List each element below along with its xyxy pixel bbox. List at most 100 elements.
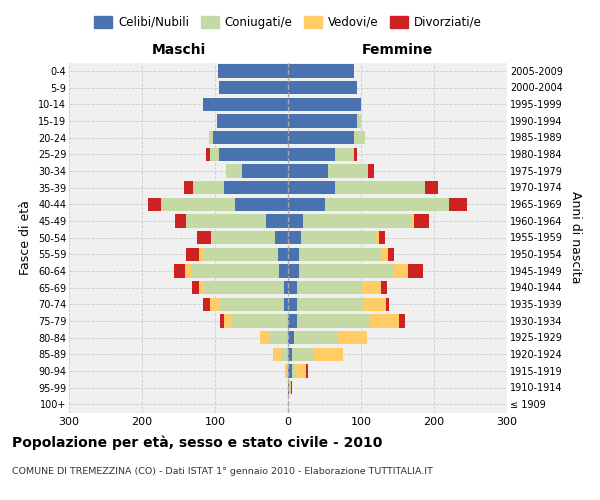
Bar	[394, 264, 409, 278]
Bar	[186, 248, 199, 261]
Bar	[292, 364, 295, 378]
Bar	[338, 331, 367, 344]
Bar	[191, 281, 199, 294]
Bar	[278, 264, 288, 278]
Bar	[410, 214, 414, 228]
Bar	[269, 331, 288, 344]
Text: Femmine: Femmine	[362, 44, 433, 58]
Bar	[354, 148, 358, 161]
Bar	[288, 331, 294, 344]
Bar	[260, 331, 269, 344]
Bar	[381, 248, 388, 261]
Bar	[335, 181, 425, 194]
Bar	[288, 314, 297, 328]
Bar	[274, 348, 281, 361]
Bar	[292, 348, 314, 361]
Bar	[288, 164, 328, 177]
Bar	[299, 248, 381, 261]
Bar	[185, 264, 191, 278]
Bar	[325, 198, 449, 211]
Bar	[199, 281, 203, 294]
Bar	[370, 314, 399, 328]
Bar	[203, 298, 210, 311]
Bar	[301, 231, 376, 244]
Y-axis label: Fasce di età: Fasce di età	[19, 200, 32, 275]
Bar	[161, 198, 235, 211]
Bar	[148, 198, 161, 211]
Bar	[288, 348, 292, 361]
Bar	[218, 148, 288, 161]
Text: Popolazione per età, sesso e stato civile - 2010: Popolazione per età, sesso e stato civil…	[12, 435, 382, 450]
Bar	[193, 181, 224, 194]
Bar	[197, 231, 211, 244]
Bar	[210, 148, 218, 161]
Bar	[314, 348, 343, 361]
Bar	[174, 264, 185, 278]
Bar	[294, 331, 338, 344]
Bar	[299, 264, 394, 278]
Bar	[288, 98, 361, 111]
Text: Maschi: Maschi	[151, 44, 206, 58]
Bar	[297, 314, 370, 328]
Bar	[388, 248, 394, 261]
Bar	[242, 164, 288, 177]
Bar	[266, 214, 288, 228]
Bar	[203, 98, 288, 111]
Bar	[186, 214, 266, 228]
Bar	[288, 381, 289, 394]
Bar	[213, 131, 288, 144]
Bar	[386, 298, 389, 311]
Bar	[217, 114, 288, 128]
Bar	[224, 314, 231, 328]
Bar	[449, 198, 467, 211]
Bar	[287, 364, 288, 378]
Bar	[297, 298, 364, 311]
Bar	[328, 164, 368, 177]
Bar	[306, 364, 308, 378]
Bar	[275, 231, 288, 244]
Bar	[335, 148, 354, 161]
Bar	[362, 281, 381, 294]
Bar	[409, 264, 423, 278]
Bar	[302, 214, 410, 228]
Bar	[376, 231, 379, 244]
Bar	[364, 298, 386, 311]
Bar	[218, 64, 288, 78]
Bar	[284, 298, 288, 311]
Bar	[288, 231, 301, 244]
Bar	[284, 281, 288, 294]
Bar	[288, 181, 335, 194]
Text: COMUNE DI TREMEZZINA (CO) - Dati ISTAT 1° gennaio 2010 - Elaborazione TUTTITALIA: COMUNE DI TREMEZZINA (CO) - Dati ISTAT 1…	[12, 468, 433, 476]
Bar	[224, 181, 288, 194]
Bar	[288, 198, 325, 211]
Bar	[414, 214, 429, 228]
Bar	[203, 248, 278, 261]
Bar	[288, 148, 335, 161]
Bar	[211, 231, 275, 244]
Bar	[354, 131, 365, 144]
Bar	[288, 281, 297, 294]
Bar	[358, 114, 361, 128]
Bar	[285, 364, 287, 378]
Bar	[288, 298, 297, 311]
Bar	[226, 164, 242, 177]
Bar	[288, 114, 358, 128]
Bar	[175, 214, 186, 228]
Bar	[203, 281, 284, 294]
Bar	[184, 181, 193, 194]
Bar	[281, 348, 288, 361]
Bar	[278, 248, 288, 261]
Bar	[218, 81, 288, 94]
Bar	[381, 281, 386, 294]
Bar	[425, 181, 437, 194]
Bar	[288, 248, 299, 261]
Legend: Celibi/Nubili, Coniugati/e, Vedovi/e, Divorziati/e: Celibi/Nubili, Coniugati/e, Vedovi/e, Di…	[89, 11, 487, 34]
Bar	[218, 298, 284, 311]
Bar	[209, 131, 213, 144]
Bar	[191, 264, 278, 278]
Bar	[289, 381, 291, 394]
Bar	[288, 214, 302, 228]
Bar	[291, 381, 292, 394]
Bar	[297, 281, 362, 294]
Bar	[368, 164, 374, 177]
